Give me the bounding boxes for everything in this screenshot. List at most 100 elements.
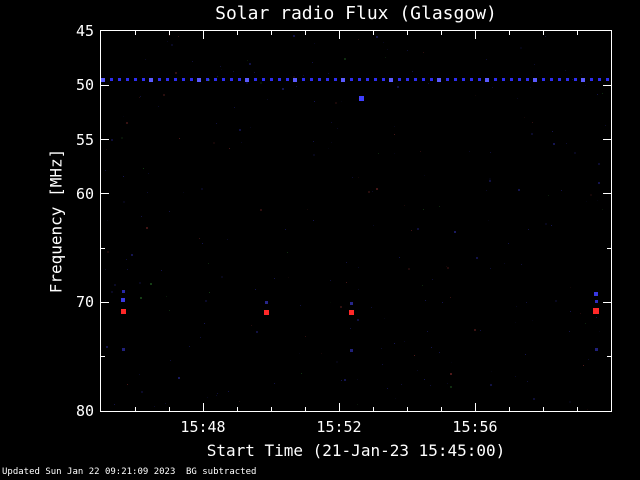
data-point <box>120 308 126 314</box>
noise-dot <box>393 342 395 344</box>
noise-dot <box>255 330 258 333</box>
noise-dot <box>139 95 141 97</box>
noise-dot <box>417 227 420 230</box>
noise-dot <box>451 361 453 363</box>
noise-dot <box>139 374 141 375</box>
noise-dot <box>595 317 597 319</box>
noise-dot <box>312 62 314 64</box>
noise-dot <box>449 385 452 388</box>
x-tick <box>270 407 272 411</box>
noise-dot <box>336 128 338 130</box>
noise-dot <box>292 76 295 79</box>
noise-dot <box>327 73 329 75</box>
interference-line-dot <box>109 78 113 82</box>
noise-dot <box>446 383 448 385</box>
noise-dot <box>168 210 170 212</box>
noise-dot <box>341 379 343 381</box>
noise-dot <box>412 70 414 72</box>
noise-dot <box>585 84 587 86</box>
noise-dot <box>162 93 165 96</box>
noise-dot <box>313 141 315 143</box>
noise-dot <box>400 384 402 386</box>
noise-dot <box>126 258 128 260</box>
noise-dot <box>282 87 285 90</box>
noise-dot <box>394 152 396 154</box>
noise-dot <box>141 390 144 393</box>
interference-line-dot <box>205 78 209 82</box>
noise-dot <box>373 224 375 226</box>
noise-dot <box>396 85 399 88</box>
interference-line-dot <box>429 78 433 82</box>
noise-dot <box>381 348 383 350</box>
interference-line-dot <box>213 78 217 82</box>
x-tick <box>236 31 238 35</box>
noise-dot <box>232 70 234 72</box>
interference-line-dot <box>549 78 553 82</box>
noise-dot <box>480 330 482 332</box>
interference-line-dot <box>165 78 169 82</box>
interference-line-dot <box>381 78 385 82</box>
noise-dot <box>127 383 129 385</box>
chart-title: Solar radio Flux (Glasgow) <box>215 3 497 24</box>
noise-dot <box>107 251 110 253</box>
noise-dot <box>251 324 253 326</box>
noise-dot <box>601 209 603 211</box>
noise-dot <box>123 175 125 177</box>
noise-dot <box>131 253 134 256</box>
noise-dot <box>122 115 124 117</box>
noise-dot <box>450 372 453 375</box>
noise-dot <box>597 93 599 95</box>
noise-dot <box>153 406 155 408</box>
noise-dot <box>221 275 224 278</box>
noise-dot <box>387 388 388 390</box>
interference-line-dot <box>325 78 329 82</box>
interference-line-dot <box>373 78 377 82</box>
noise-dot <box>345 281 347 283</box>
interference-line-dot <box>485 77 489 82</box>
noise-dot <box>487 219 489 221</box>
noise-dot <box>597 181 600 184</box>
noise-dot <box>238 128 241 131</box>
noise-dot <box>339 305 342 308</box>
x-tick <box>474 403 476 411</box>
noise-dot <box>286 251 288 253</box>
noise-dot <box>274 383 276 385</box>
noise-dot <box>430 347 432 349</box>
interference-line-dot <box>453 78 457 82</box>
noise-dot <box>531 132 534 135</box>
noise-dot <box>574 151 577 154</box>
noise-dot <box>313 219 315 221</box>
x-tick <box>406 31 408 35</box>
interference-line-dot <box>421 78 425 82</box>
noise-dot <box>217 76 219 78</box>
y-tick-label: 60 <box>75 184 94 203</box>
y-tick <box>603 139 611 141</box>
interference-line-dot <box>501 78 505 82</box>
interference-line-dot <box>493 78 497 82</box>
noise-dot <box>601 92 603 94</box>
data-point <box>593 308 600 315</box>
x-tick <box>304 407 306 411</box>
noise-dot <box>206 396 208 398</box>
interference-line-dot <box>389 77 393 82</box>
interference-line-dot <box>357 78 361 82</box>
y-axis-title: Frequency [MHz] <box>46 148 66 294</box>
noise-dot <box>561 190 563 192</box>
data-point <box>265 300 269 304</box>
noise-dot <box>165 403 167 405</box>
noise-dot <box>485 190 487 192</box>
noise-dot <box>168 35 170 37</box>
noise-dot <box>585 200 587 202</box>
noise-dot <box>387 49 389 51</box>
interference-line-dot <box>557 78 561 82</box>
data-point <box>594 347 598 351</box>
y-tick <box>603 193 611 195</box>
interference-line-dot <box>117 78 121 82</box>
noise-dot <box>217 392 219 394</box>
noise-dot <box>580 74 582 76</box>
noise-dot <box>321 352 323 354</box>
noise-dot <box>113 403 115 405</box>
noise-dot <box>105 300 107 302</box>
noise-dot <box>146 191 148 193</box>
noise-dot <box>157 106 159 108</box>
